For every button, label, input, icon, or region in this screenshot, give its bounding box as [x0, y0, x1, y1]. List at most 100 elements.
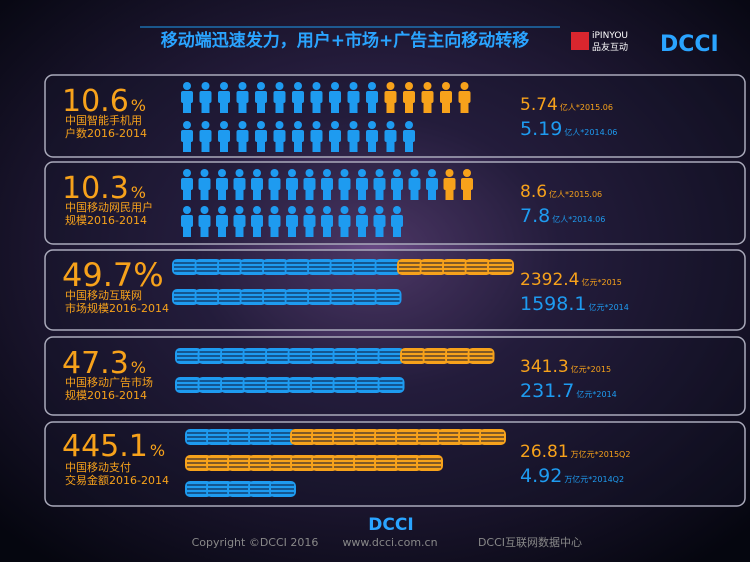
- person-icon: [268, 169, 281, 200]
- icon-head: [253, 206, 261, 214]
- coin-icon: [284, 289, 312, 305]
- icon-body: [218, 130, 230, 142]
- icon-legs: [238, 102, 247, 113]
- icon-body: [458, 91, 471, 103]
- icon-body: [421, 91, 434, 103]
- copyright: Copyright ©DCCI 2016: [192, 536, 319, 549]
- row-label: 规模2016-2014: [65, 213, 147, 227]
- coin-icon: [374, 289, 402, 305]
- icon-head: [183, 82, 191, 90]
- icon-legs: [275, 141, 284, 152]
- icon-body: [310, 91, 323, 103]
- coin-icon: [442, 259, 469, 275]
- icon-head: [312, 82, 321, 90]
- icon-head: [405, 121, 413, 129]
- icon-head: [368, 121, 376, 129]
- org: DCCI互联网数据中心: [478, 535, 582, 549]
- icon-head: [460, 82, 469, 90]
- icon-legs: [201, 102, 210, 113]
- person-icon: [421, 82, 434, 113]
- person-icon: [347, 82, 360, 113]
- icon-body: [251, 215, 263, 227]
- icon-head: [238, 82, 247, 90]
- icon-legs: [323, 226, 331, 237]
- icon-head: [220, 82, 228, 90]
- coin-icon: [172, 259, 199, 275]
- icon-legs: [312, 102, 321, 113]
- coin-icon: [419, 259, 447, 275]
- growth: 10.6: [62, 84, 129, 119]
- icon-legs: [253, 226, 261, 237]
- icon-body: [181, 178, 193, 190]
- row-label: 中国移动互联网: [65, 289, 142, 302]
- icon-body: [321, 215, 333, 227]
- growth: 10.3: [62, 171, 129, 206]
- icon-legs: [235, 226, 244, 237]
- icon-body: [321, 178, 333, 190]
- person-icon: [218, 82, 230, 113]
- icon-head: [423, 82, 432, 90]
- icon-body: [403, 130, 415, 142]
- person-icon: [286, 206, 298, 237]
- person-icon: [384, 121, 397, 152]
- coin-icon: [265, 377, 292, 393]
- icon-body: [373, 178, 386, 190]
- icon-legs: [218, 189, 226, 200]
- icon-body: [366, 91, 378, 103]
- icon-legs: [235, 189, 244, 200]
- coin-icon: [355, 377, 382, 393]
- icon-head: [270, 206, 279, 214]
- coin-icon: [239, 259, 267, 275]
- icon-legs: [410, 189, 419, 200]
- person-icon: [356, 169, 368, 200]
- icon-body: [286, 178, 298, 190]
- icon-head: [331, 82, 339, 90]
- person-icon: [347, 121, 360, 152]
- icon-legs: [386, 102, 395, 113]
- person-icon: [233, 169, 246, 200]
- icon-head: [183, 206, 191, 214]
- icon-body: [384, 130, 397, 142]
- icon-body: [292, 91, 304, 103]
- icon-body: [273, 130, 286, 142]
- icon-body: [391, 215, 403, 227]
- coin-icon: [467, 348, 495, 364]
- coin-icon: [220, 377, 247, 393]
- icon-head: [270, 169, 279, 177]
- row-label: 中国移动支付: [65, 461, 131, 474]
- icon-head: [375, 169, 384, 177]
- icon-body: [329, 91, 341, 103]
- icon-head: [294, 121, 302, 129]
- icon-legs: [238, 141, 247, 152]
- person-icon: [408, 169, 421, 200]
- logo-en: iPINYOU: [592, 31, 628, 41]
- stat-note: 亿人*2015.06: [560, 102, 613, 112]
- icon-body: [310, 130, 323, 142]
- icon-head: [200, 169, 209, 177]
- growth: 49.7%: [62, 256, 164, 294]
- coin-icon: [227, 455, 254, 471]
- coin-icon: [329, 259, 357, 275]
- coin-icon: [239, 289, 267, 305]
- icon-head: [428, 169, 436, 177]
- icon-head: [349, 121, 358, 129]
- person-icon: [373, 206, 386, 237]
- icon-body: [233, 215, 246, 227]
- row-label: 中国智能手机用: [65, 113, 142, 127]
- icon-body: [356, 215, 368, 227]
- coin-icon: [355, 348, 382, 364]
- person-icon: [181, 206, 193, 237]
- stat-note: 亿元*2015: [571, 364, 611, 374]
- icon-head: [218, 169, 226, 177]
- row-label: 户数2016-2014: [65, 126, 147, 140]
- icon-body: [461, 178, 473, 190]
- icon-body: [347, 130, 360, 142]
- icon-legs: [220, 141, 228, 152]
- person-icon: [321, 169, 333, 200]
- icon-legs: [312, 141, 321, 152]
- icon-head: [218, 206, 226, 214]
- icon-head: [340, 206, 349, 214]
- growth-unit: %: [131, 183, 146, 202]
- person-icon: [440, 82, 452, 113]
